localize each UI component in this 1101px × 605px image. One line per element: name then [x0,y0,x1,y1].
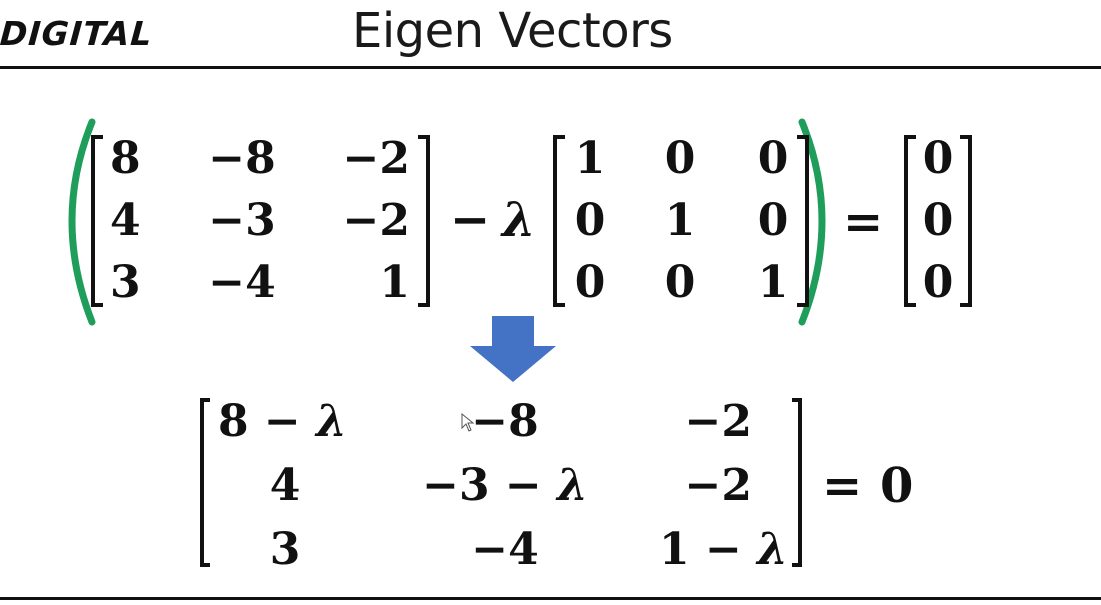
det-matrix-cell: 1 − λ [659,524,788,575]
identity-cell: 0 [664,133,696,184]
matrix-a-cell: −3 [208,195,276,246]
det-matrix-cell: 8 − λ [218,396,347,447]
zero-vector-right-bracket [960,135,972,307]
mouse-pointer-icon [461,413,475,432]
matrix-a-cell: −4 [208,257,276,308]
lambda-symbol: λ [502,192,536,248]
identity-left-bracket [553,135,565,307]
matrix-a-cell: −8 [208,133,276,184]
matrix-a-cell: 4 [110,195,141,246]
right-parenthesis [798,118,826,326]
matrix-a-left-bracket [91,135,103,307]
matrix-a-right-bracket [418,135,430,307]
identity-cell: 0 [757,195,789,246]
det-rhs: 0 [880,458,914,514]
det-matrix-cell: 4 [269,460,301,511]
matrix-a-cell: 8 [110,133,141,184]
down-arrow-icon [470,316,556,382]
identity-cell: 0 [574,195,606,246]
minus-sign: − [450,192,491,248]
zero-vector-cell: 0 [922,133,954,184]
det-matrix-cell: −8 [471,396,539,447]
slide-title: Eigen Vectors [352,3,673,59]
det-equals-sign: = [822,458,863,514]
title-divider [0,66,1101,69]
det-matrix-cell: −4 [471,524,539,575]
identity-cell: 1 [757,257,789,308]
left-parenthesis [68,118,96,326]
identity-cell: 0 [574,257,606,308]
identity-cell: 0 [664,257,696,308]
det-matrix-cell: −2 [684,460,752,511]
zero-vector-cell: 0 [922,195,954,246]
det-left-bar [200,398,210,567]
matrix-a-cell: −2 [342,195,410,246]
det-matrix-cell: −3 − λ [422,460,588,511]
identity-cell: 1 [664,195,696,246]
identity-right-bracket [797,135,809,307]
identity-cell: 0 [757,133,789,184]
matrix-a-cell: 1 [379,257,410,308]
det-right-bar [792,398,802,567]
det-matrix-cell: −2 [684,396,752,447]
bottom-divider [0,597,1101,600]
matrix-a-cell: 3 [110,257,141,308]
equals-sign: = [843,194,884,250]
zero-vector-left-bracket [904,135,916,307]
identity-cell: 1 [574,133,606,184]
det-matrix-cell: 3 [269,524,301,575]
matrix-a-cell: −2 [342,133,410,184]
zero-vector-cell: 0 [922,257,954,308]
